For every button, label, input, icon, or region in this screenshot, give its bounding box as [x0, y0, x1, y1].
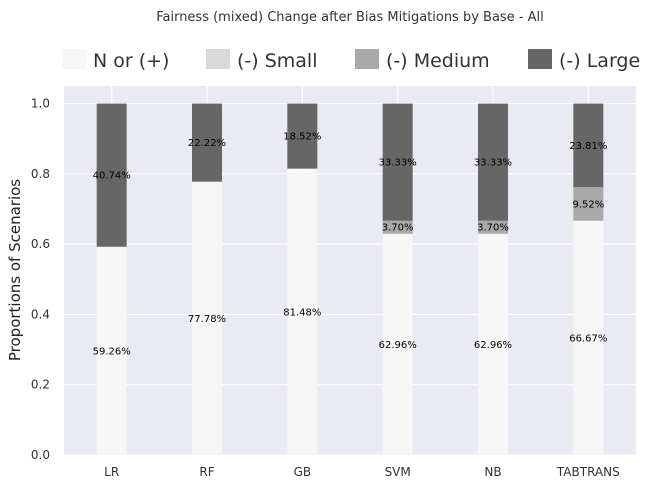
bar-segment	[382, 220, 413, 234]
data-label: 62.96%	[379, 340, 417, 351]
legend-label: N or (+)	[93, 50, 169, 72]
bar-segment	[192, 181, 222, 455]
bar-segment	[96, 103, 127, 247]
data-label: 66.67%	[569, 333, 607, 344]
bar-segment	[192, 103, 222, 182]
x-tick-label: SVM	[385, 465, 411, 479]
legend-label: (-) Medium	[386, 50, 490, 72]
data-label: 3.70%	[382, 223, 414, 234]
bar-segment	[478, 103, 508, 221]
bar-segment	[382, 103, 413, 221]
bar-segment	[573, 187, 604, 221]
data-label: 62.96%	[474, 340, 512, 351]
data-label: 23.81%	[569, 141, 607, 152]
legend-swatch	[206, 49, 230, 69]
x-tick-label: TABTRANS	[556, 465, 620, 479]
data-label: 77.78%	[188, 314, 226, 325]
y-tick-label: 0.6	[31, 237, 50, 251]
legend-item: N or (+)	[62, 49, 169, 72]
data-label: 22.22%	[188, 138, 226, 149]
legend-item: (-) Large	[528, 49, 640, 72]
legend-label: (-) Large	[559, 50, 640, 72]
legend: N or (+) (-) Small (-) Medium (-) Large	[62, 49, 640, 72]
y-axis: 0.0 0.2 0.4 0.6 0.8 1.0	[31, 97, 50, 462]
x-tick-label: LR	[104, 465, 119, 479]
y-tick-label: 0.0	[31, 448, 50, 462]
bar-segment	[382, 233, 413, 455]
legend-item: (-) Medium	[355, 49, 490, 72]
x-tick-label: GB	[294, 465, 312, 479]
data-label: 9.52%	[572, 199, 604, 210]
y-tick-label: 0.4	[31, 307, 50, 321]
data-labels: 59.26% 40.74% 77.78% 22.22% 81.48% 18.52% 62.9…	[93, 132, 608, 358]
bars	[96, 103, 604, 455]
bar-segment	[573, 103, 604, 188]
data-label: 81.48%	[283, 307, 321, 318]
legend-swatch	[355, 49, 379, 69]
bar-segment	[573, 220, 604, 455]
bar-segment	[96, 246, 127, 455]
bar-segment	[478, 233, 508, 455]
bar-segment	[287, 168, 318, 455]
y-tick-label: 1.0	[31, 97, 50, 111]
bar-segment	[287, 103, 318, 169]
legend-swatch	[528, 49, 552, 69]
data-label: 40.74%	[93, 171, 131, 182]
legend-label: (-) Small	[237, 50, 318, 72]
legend-item: (-) Small	[206, 49, 318, 72]
y-tick-label: 0.8	[31, 167, 50, 181]
data-label: 3.70%	[477, 223, 509, 234]
data-label: 33.33%	[379, 158, 417, 169]
chart-title: Fairness (mixed) Change after Bias Mitig…	[156, 10, 544, 25]
y-axis-label: Proportions of Scenarios	[6, 179, 24, 361]
x-tick-label: NB	[484, 465, 501, 479]
legend-swatch	[62, 49, 86, 69]
data-label: 18.52%	[283, 132, 321, 143]
y-tick-label: 0.2	[31, 378, 50, 392]
x-tick-label: RF	[199, 465, 214, 479]
bar-segment	[478, 220, 508, 234]
data-label: 33.33%	[474, 158, 512, 169]
x-axis: LR RF GB SVM NB TABTRANS	[104, 465, 620, 479]
plot-area	[64, 86, 636, 455]
data-label: 59.26%	[93, 346, 131, 357]
